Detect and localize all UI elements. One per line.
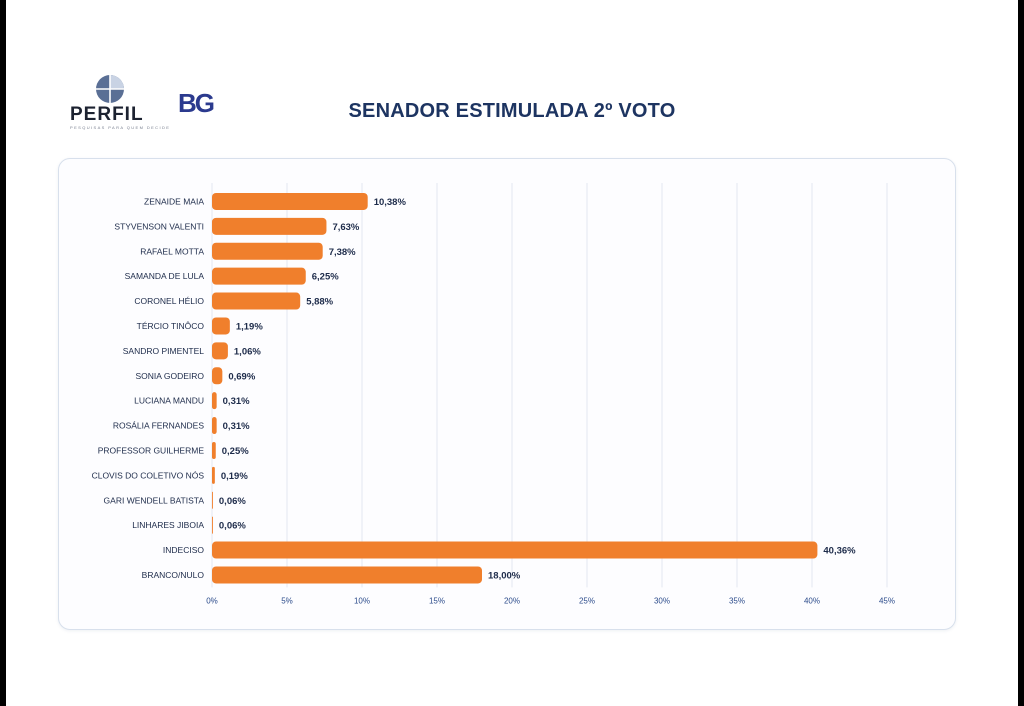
category-label: SAMANDA DE LULA	[125, 271, 205, 281]
category-label: STYVENSON VALENTI	[114, 221, 204, 231]
bg-logo: BG	[178, 88, 215, 118]
bar	[212, 317, 230, 335]
category-label: RAFAEL MOTTA	[140, 246, 204, 256]
data-label: 18,00%	[488, 570, 521, 581]
x-tick-label: 20%	[504, 596, 520, 605]
data-label: 40,36%	[823, 546, 856, 557]
data-label: 0,06%	[219, 496, 246, 507]
x-tick-label: 25%	[579, 596, 595, 605]
x-tick-label: 35%	[729, 596, 745, 605]
bar	[212, 516, 213, 534]
bar	[212, 242, 323, 260]
bar	[212, 367, 223, 385]
data-label: 0,06%	[219, 521, 246, 532]
category-label: CLOVIS DO COLETIVO NÓS	[92, 470, 205, 480]
data-label: 0,31%	[223, 396, 250, 407]
data-label: 0,69%	[228, 371, 255, 382]
perfil-logo: PERFIL PESQUISAS PARA QUEM DECIDE	[64, 74, 169, 130]
data-label: 1,06%	[234, 346, 261, 357]
bar	[212, 466, 215, 484]
category-label: ZENAIDE MAIA	[144, 196, 204, 206]
data-label: 0,25%	[222, 446, 249, 457]
x-tick-label: 40%	[804, 596, 820, 605]
perfil-globe-icon	[96, 75, 124, 103]
chart-card: 0% 5% 10% 15% 20% 25% 30% 35% 40% 45% ZENAIDE MAIA…	[58, 158, 956, 630]
data-label: 6,25%	[312, 272, 339, 283]
data-label: 1,19%	[236, 321, 263, 332]
perfil-wordmark: PERFIL	[70, 104, 144, 125]
data-label: 7,63%	[332, 222, 359, 233]
category-label: SANDRO PIMENTEL	[123, 346, 205, 356]
category-label: TÉRCIO TINÔCO	[137, 321, 205, 331]
category-label: SONIA GODEIRO	[136, 371, 205, 381]
category-label: ROSÁLIA FERNANDES	[113, 421, 204, 431]
x-tick-label: 45%	[879, 596, 895, 605]
category-label: CORONEL HÉLIO	[134, 296, 204, 306]
data-label: 5,88%	[306, 297, 333, 308]
x-tick-label: 0%	[206, 596, 218, 605]
category-label: LUCIANA MANDU	[134, 396, 204, 406]
bar	[212, 392, 217, 410]
bar	[212, 491, 213, 509]
bar	[212, 192, 368, 210]
x-tick-label: 30%	[654, 596, 670, 605]
bar	[212, 417, 217, 435]
chart-title: SENADOR ESTIMULADA 2º VOTO	[348, 100, 676, 122]
bar	[212, 541, 818, 559]
bar	[212, 342, 228, 360]
bar	[212, 217, 327, 235]
data-label: 7,38%	[329, 247, 356, 258]
category-label: PROFESSOR GUILHERME	[98, 445, 205, 455]
category-label: INDECISO	[163, 545, 204, 555]
x-tick-label: 15%	[429, 596, 445, 605]
bar	[212, 267, 306, 285]
category-label: GARI WENDELL BATISTA	[104, 495, 205, 505]
bar	[212, 292, 301, 310]
x-tick-label: 5%	[281, 596, 293, 605]
data-label: 10,38%	[374, 197, 407, 208]
bar-chart: 0% 5% 10% 15% 20% 25% 30% 35% 40% 45% ZENAIDE MAIA…	[92, 183, 895, 605]
data-label: 0,19%	[221, 471, 248, 482]
data-label: 0,31%	[223, 421, 250, 432]
category-label: LINHARES JIBOIA	[132, 520, 204, 530]
perfil-tagline: PESQUISAS PARA QUEM DECIDE	[70, 125, 171, 130]
x-tick-label: 10%	[354, 596, 370, 605]
bar	[212, 441, 216, 459]
category-label: BRANCO/NULO	[142, 570, 205, 580]
bar	[212, 566, 482, 584]
